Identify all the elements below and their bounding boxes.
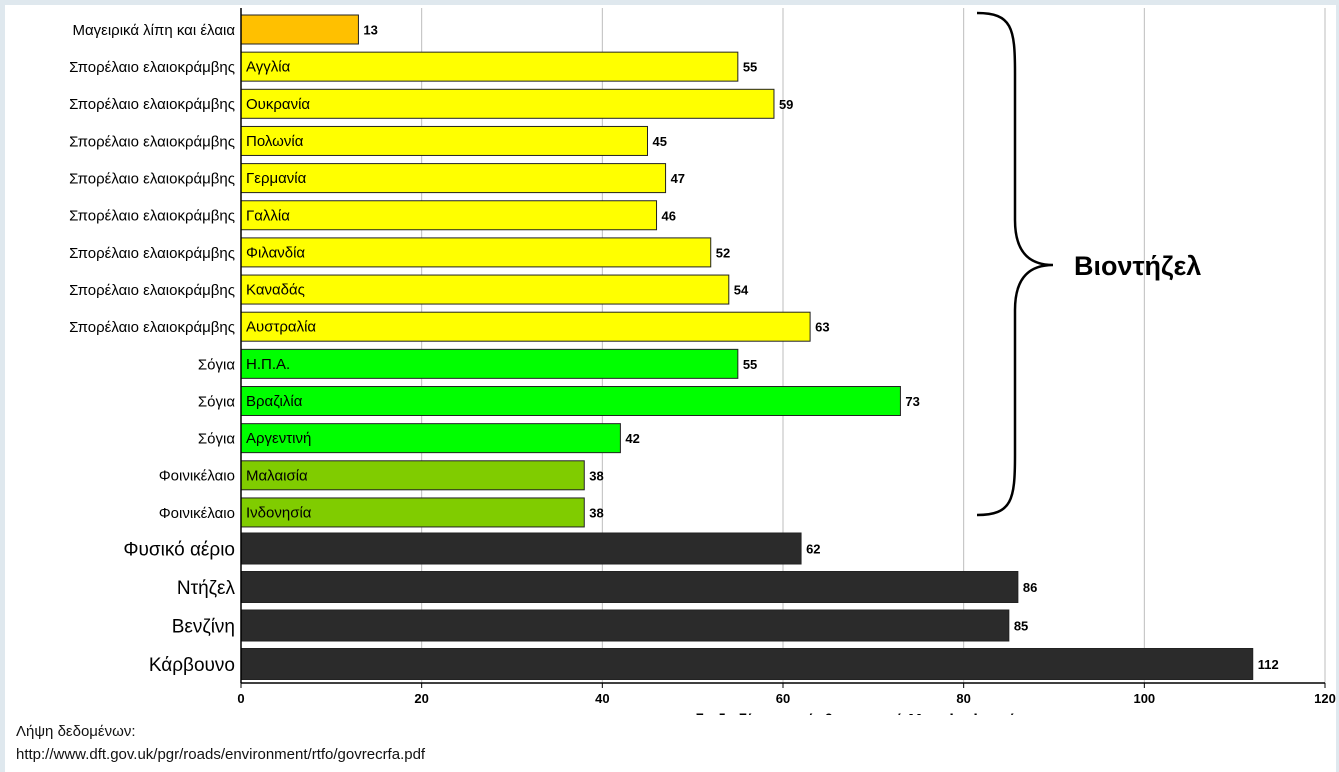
- x-tick-label: 80: [956, 691, 970, 706]
- bar: [240, 311, 811, 342]
- category-label: Ντήζελ: [177, 578, 236, 599]
- chart-frame: Μαγειρικά λίπη και έλαια 13 Σπορέλαιο ελαι…: [5, 5, 1336, 772]
- bar: [240, 609, 1010, 642]
- category-label: Κάρβουνο: [149, 655, 235, 676]
- bar-inner-label: Ινδονησία: [246, 504, 312, 521]
- bar: [240, 14, 359, 45]
- value-label: 86: [1023, 580, 1037, 595]
- category-label: Σπορέλαιο ελαιοκράμβης: [69, 133, 235, 150]
- bars: [240, 14, 1254, 680]
- x-tick-label: 0: [237, 691, 244, 706]
- source-line-1: Λήψη δεδομένων:: [16, 723, 136, 740]
- value-label: 38: [589, 505, 603, 520]
- value-label: 52: [716, 245, 730, 260]
- value-label: 62: [806, 542, 820, 557]
- bar-inner-label: Μαλαισία: [246, 467, 308, 484]
- value-label: 73: [905, 394, 919, 409]
- x-axis-title: gr διοξειδίου του άνθρακα ανά Megajoule …: [674, 712, 1064, 715]
- x-tick-label: 100: [1133, 691, 1155, 706]
- source-url: http://www.dft.gov.uk/pgr/roads/environm…: [16, 746, 426, 763]
- category-label: Σπορέλαιο ελαιοκράμβης: [69, 171, 235, 188]
- value-label: 13: [363, 23, 377, 38]
- bar: [240, 460, 585, 491]
- bar: [240, 571, 1019, 603]
- bar: [240, 497, 585, 528]
- brace-shape: [976, 11, 1054, 517]
- category-label: Σπορέλαιο ελαιοκράμβης: [69, 319, 235, 336]
- value-label: 63: [815, 320, 829, 335]
- gridlines: [421, 8, 1326, 683]
- bar: [240, 125, 648, 156]
- value-label: 54: [734, 283, 749, 298]
- value-label: 47: [671, 171, 685, 186]
- value-label: 112: [1258, 657, 1279, 672]
- bar: [240, 274, 730, 305]
- bar-chart: Μαγειρικά λίπη και έλαια 13 Σπορέλαιο ελαι…: [69, 8, 1336, 715]
- category-labels: Μαγειρικά λίπη και έλαια 13 Σπορέλαιο ελαι…: [69, 22, 1279, 676]
- bar: [240, 648, 1254, 680]
- category-label: Φοινικέλαιο: [159, 468, 235, 485]
- bar: [240, 348, 739, 379]
- bar-inner-label: Αυστραλία: [246, 319, 316, 336]
- bar-inner-label: Ουκρανία: [246, 96, 310, 113]
- category-label: Βενζίνη: [172, 616, 235, 637]
- category-label: Μαγειρικά λίπη και έλαια: [72, 22, 235, 39]
- value-label: 42: [625, 431, 639, 446]
- category-label: Σπορέλαιο ελαιοκράμβης: [69, 59, 235, 76]
- category-label: Σόγια: [198, 431, 235, 448]
- bar: [240, 51, 739, 82]
- bar: [240, 237, 712, 268]
- bar-inner-label: Βραζιλία: [246, 393, 303, 410]
- value-label: 46: [662, 208, 676, 223]
- value-label: 55: [743, 60, 757, 75]
- bar-inner-label: Αργεντινή: [246, 430, 311, 447]
- bar-inner-label: Γερμανία: [246, 170, 307, 187]
- bar: [240, 88, 775, 119]
- value-label: 55: [743, 357, 757, 372]
- bar: [240, 423, 621, 454]
- category-label: Φυσικό αέριο: [123, 539, 235, 560]
- x-axis: 0 20 40 60 80 100 120 gr διοξειδίου του άνθρακα…: [237, 8, 1336, 715]
- biodiesel-brace: Βιοντήζελ: [976, 11, 1201, 517]
- bar-inner-label: Πολωνία: [246, 133, 304, 150]
- category-label: Σπορέλαιο ελαιοκράμβης: [69, 96, 235, 113]
- category-label: Σόγια: [198, 393, 235, 410]
- category-label: Σπορέλαιο ελαιοκράμβης: [69, 245, 235, 262]
- bar: [240, 532, 802, 565]
- category-label: Σπορέλαιο ελαιοκράμβης: [69, 282, 235, 299]
- bar-inner-label: Αγγλία: [246, 59, 291, 76]
- x-tick-label: 120: [1314, 691, 1336, 706]
- bar: [240, 386, 901, 416]
- value-label: 59: [779, 97, 793, 112]
- category-label: Σπορέλαιο ελαιοκράμβης: [69, 208, 235, 225]
- x-tick-label: 40: [595, 691, 609, 706]
- x-tick-label: 20: [414, 691, 428, 706]
- bar: [240, 200, 658, 231]
- bar-inner-label: Η.Π.Α.: [246, 356, 290, 373]
- value-label: 85: [1014, 619, 1028, 634]
- bar-inner-label: Φιλανδία: [246, 244, 305, 261]
- bar-inner-label: Γαλλία: [246, 207, 290, 224]
- brace-label: Βιοντήζελ: [1074, 251, 1201, 281]
- value-label: 45: [653, 134, 667, 149]
- category-label: Σόγια: [198, 356, 235, 373]
- value-label: 38: [589, 468, 603, 483]
- bar-inner-label: Καναδάς: [246, 282, 305, 299]
- x-tick-label: 60: [776, 691, 790, 706]
- category-label: Φοινικέλαιο: [159, 505, 235, 522]
